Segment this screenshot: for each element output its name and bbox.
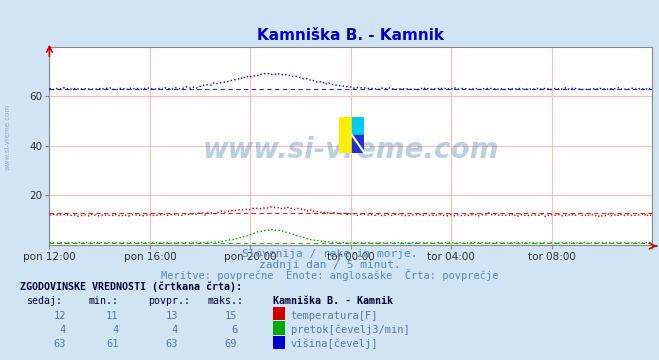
Text: zadnji dan / 5 minut.: zadnji dan / 5 minut. bbox=[258, 260, 401, 270]
Bar bbox=[339, 117, 352, 153]
Text: 63: 63 bbox=[165, 339, 178, 350]
Text: 4: 4 bbox=[60, 325, 66, 335]
Text: temperatura[F]: temperatura[F] bbox=[291, 311, 378, 321]
Text: 12: 12 bbox=[53, 311, 66, 321]
Text: pretok[čevelj3/min]: pretok[čevelj3/min] bbox=[291, 324, 409, 335]
Text: 15: 15 bbox=[225, 311, 237, 321]
Text: 4: 4 bbox=[113, 325, 119, 335]
Title: Kamniška B. - Kamnik: Kamniška B. - Kamnik bbox=[258, 28, 444, 43]
Text: Kamniška B. - Kamnik: Kamniška B. - Kamnik bbox=[273, 296, 393, 306]
Text: povpr.:: povpr.: bbox=[148, 296, 190, 306]
Text: Slovenija / reke in morje.: Slovenija / reke in morje. bbox=[242, 249, 417, 260]
Text: Meritve: povprečne  Enote: anglosaške  Črta: povprečje: Meritve: povprečne Enote: anglosaške Črt… bbox=[161, 269, 498, 281]
Text: www.si-vreme.com: www.si-vreme.com bbox=[203, 136, 499, 164]
Text: maks.:: maks.: bbox=[208, 296, 244, 306]
Text: 4: 4 bbox=[172, 325, 178, 335]
Text: 6: 6 bbox=[231, 325, 237, 335]
Text: 11: 11 bbox=[106, 311, 119, 321]
Text: sedaj:: sedaj: bbox=[26, 296, 63, 306]
Text: min.:: min.: bbox=[89, 296, 119, 306]
Text: 63: 63 bbox=[53, 339, 66, 350]
Text: višina[čevelj]: višina[čevelj] bbox=[291, 339, 378, 350]
Text: 61: 61 bbox=[106, 339, 119, 350]
Bar bbox=[352, 117, 364, 135]
Text: 13: 13 bbox=[165, 311, 178, 321]
Text: ZGODOVINSKE VREDNOSTI (črtkana črta):: ZGODOVINSKE VREDNOSTI (črtkana črta): bbox=[20, 281, 242, 292]
Text: www.si-vreme.com: www.si-vreme.com bbox=[5, 104, 11, 170]
Text: 69: 69 bbox=[225, 339, 237, 350]
Bar bbox=[352, 135, 364, 153]
